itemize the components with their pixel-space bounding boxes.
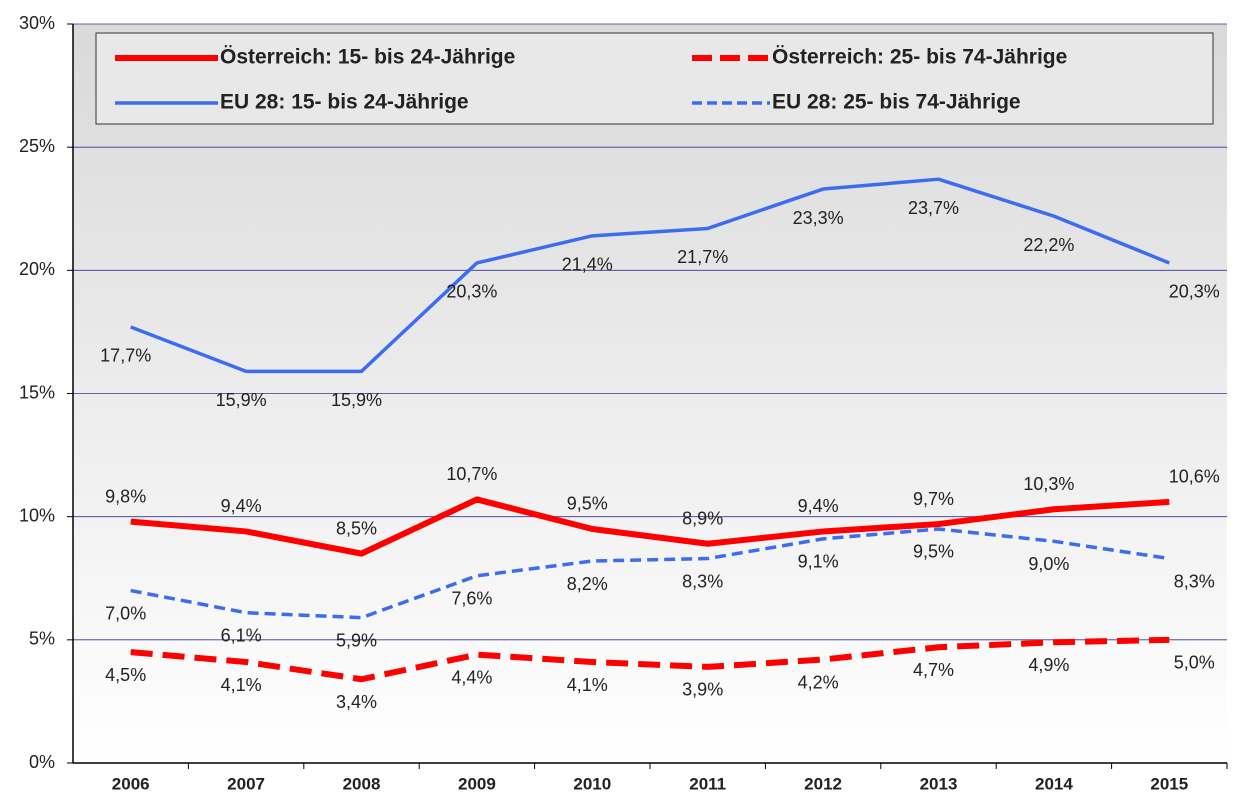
data-label: 23,3% <box>793 208 844 228</box>
data-label: 4,2% <box>798 672 839 692</box>
data-label: 9,4% <box>221 496 262 516</box>
x-tick-label: 2012 <box>804 774 842 793</box>
x-tick-label: 2010 <box>573 774 611 793</box>
legend-label: EU 28: 25- bis 74-Jährige <box>772 91 1021 114</box>
data-label: 22,2% <box>1023 235 1074 255</box>
grid: 0% 5% 10% 15% 20% 25% 30% 2006 2007 2008 2009 2010 2… <box>19 13 1228 793</box>
data-label: 9,7% <box>913 489 954 509</box>
series-line <box>130 177 1170 374</box>
data-label: 21,7% <box>677 247 728 267</box>
data-label: 10,6% <box>1169 467 1220 487</box>
data-label: 20,3% <box>1169 282 1220 302</box>
data-label: 7,0% <box>105 603 146 623</box>
y-tick-label: 25% <box>19 136 55 156</box>
legend-items: Österreich: 15- bis 24-Jährige Österreich… <box>115 46 1067 114</box>
data-label: 17,7% <box>100 346 151 366</box>
x-tick-label: 2007 <box>227 774 265 793</box>
data-label: 4,1% <box>221 675 262 695</box>
data-label: 4,4% <box>451 667 492 687</box>
data-label: 8,3% <box>682 571 723 591</box>
x-tick-label: 2014 <box>1035 774 1073 793</box>
data-label: 9,5% <box>567 494 608 514</box>
series-line <box>130 636 1170 683</box>
x-tick-label: 2013 <box>920 774 958 793</box>
data-label: 15,9% <box>331 390 382 410</box>
x-tick-label: 2015 <box>1150 774 1188 793</box>
lines <box>130 177 1170 683</box>
data-label: 9,1% <box>798 552 839 572</box>
data-label: 8,3% <box>1174 571 1215 591</box>
y-tick-label: 10% <box>19 505 55 525</box>
legend-label: Österreich: 15- bis 24-Jährige <box>220 46 515 69</box>
data-label: 21,4% <box>562 255 613 275</box>
data-label: 4,7% <box>913 660 954 680</box>
x-tick-label: 2009 <box>458 774 496 793</box>
data-label: 23,7% <box>908 198 959 218</box>
series-line <box>130 527 1170 620</box>
data-label: 4,9% <box>1028 655 1069 675</box>
data-label: 20,3% <box>446 282 497 302</box>
y-tick-label: 5% <box>29 629 55 649</box>
data-label: 5,0% <box>1174 653 1215 673</box>
legend-label: EU 28: 15- bis 24-Jährige <box>220 91 469 114</box>
data-label: 8,2% <box>567 574 608 594</box>
data-label: 10,7% <box>446 464 497 484</box>
labels: 9,8% 9,4% 8,5% 10,7% 9,5% 8,9% 9,4% 9,7% 10,3% 10… <box>100 198 1220 712</box>
data-label: 9,8% <box>105 486 146 506</box>
data-label: 5,9% <box>336 630 377 650</box>
data-label: 9,0% <box>1028 554 1069 574</box>
legend <box>95 32 1214 125</box>
data-label: 8,5% <box>336 518 377 538</box>
data-label: 6,1% <box>221 625 262 645</box>
y-tick-label: 30% <box>19 13 55 33</box>
data-label: 9,5% <box>913 542 954 562</box>
series-line <box>130 496 1170 557</box>
x-tick-label: 2011 <box>689 774 726 793</box>
data-label: 4,5% <box>105 665 146 685</box>
data-label: 15,9% <box>216 390 267 410</box>
y-tick-label: 20% <box>19 259 55 279</box>
data-label: 3,4% <box>336 692 377 712</box>
data-label: 10,3% <box>1023 474 1074 494</box>
y-tick-label: 0% <box>29 752 55 772</box>
x-tick-label: 2006 <box>112 774 150 793</box>
legend-label: Österreich: 25- bis 74-Jährige <box>772 46 1067 69</box>
data-label: 9,4% <box>798 496 839 516</box>
x-tick-label: 2008 <box>343 774 381 793</box>
y-tick-label: 15% <box>19 382 55 402</box>
data-label: 7,6% <box>451 589 492 609</box>
data-label: 8,9% <box>682 509 723 529</box>
data-label: 4,1% <box>567 675 608 695</box>
data-label: 3,9% <box>682 680 723 700</box>
